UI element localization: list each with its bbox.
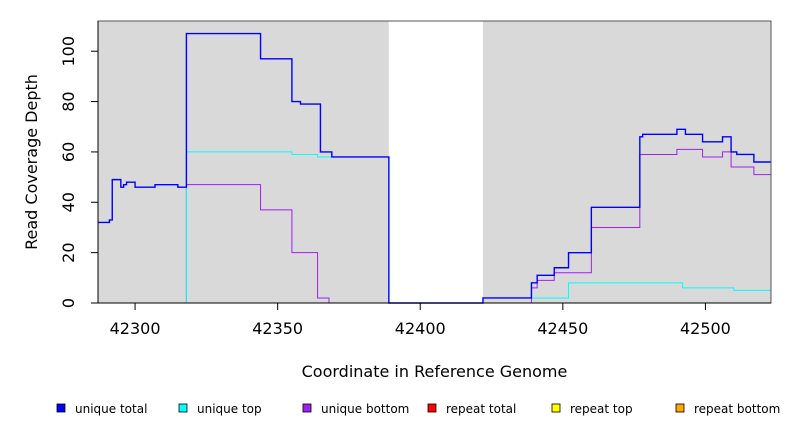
y-tick-label: 80 — [59, 91, 78, 111]
legend-swatch-unique-total — [56, 403, 66, 413]
legend-label-unique-bottom: unique bottom — [321, 402, 409, 416]
y-tick-label: 20 — [59, 242, 78, 262]
x-tick-label: 42300 — [110, 319, 161, 338]
x-tick-label: 42350 — [252, 319, 303, 338]
legend-label-repeat-total: repeat total — [446, 402, 516, 416]
y-tick-label: 100 — [59, 36, 78, 67]
x-tick-label: 42450 — [537, 319, 588, 338]
y-tick-label: 60 — [59, 142, 78, 162]
legend-swatch-repeat-bottom — [675, 403, 685, 413]
y-tick-label: 40 — [59, 192, 78, 212]
y-axis-title: Read Coverage Depth — [22, 74, 41, 250]
legend: unique total unique top unique bottom repea… — [56, 402, 780, 416]
x-axis-title: Coordinate in Reference Genome — [302, 362, 568, 381]
legend-swatch-unique-top — [178, 403, 188, 413]
legend-swatch-repeat-total — [427, 403, 437, 413]
unshaded-region — [388, 21, 483, 303]
shaded-region-left — [98, 21, 389, 303]
x-tick-label: 42500 — [680, 319, 731, 338]
legend-label-unique-top: unique top — [197, 402, 262, 416]
shaded-region-right — [482, 21, 771, 303]
legend-swatch-unique-bottom — [302, 403, 312, 413]
y-tick-label: 0 — [59, 298, 78, 308]
plot-background — [98, 21, 771, 303]
legend-label-repeat-top: repeat top — [570, 402, 633, 416]
series-line-unique-bottom — [98, 148, 771, 304]
legend-label-unique-total: unique total — [75, 402, 147, 416]
x-tick-label: 42400 — [395, 319, 446, 338]
axes-group: 42300 42350 42400 42450 42500 0 20 40 60 80 100 — [59, 21, 771, 338]
legend-swatch-repeat-top — [551, 403, 561, 413]
legend-label-repeat-bottom: repeat bottom — [694, 402, 780, 416]
